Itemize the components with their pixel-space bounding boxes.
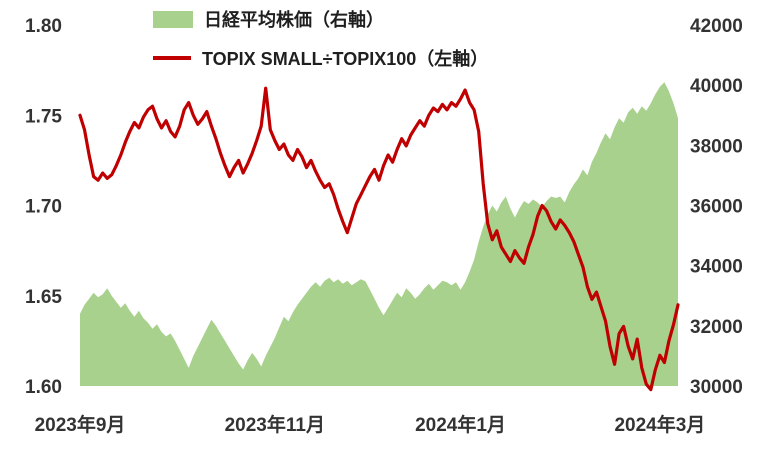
right-axis-tick: 34000	[690, 257, 743, 278]
right-axis-tick: 32000	[690, 317, 743, 338]
left-axis-tick: 1.75	[25, 106, 62, 127]
left-axis-tick: 1.65	[25, 287, 62, 308]
nikkei-area-swatch-icon	[153, 10, 193, 28]
right-axis-tick: 30000	[690, 377, 743, 398]
left-axis-tick: 1.70	[25, 197, 62, 218]
x-axis-tick: 2023年11月	[225, 413, 325, 436]
right-axis-tick: 42000	[690, 16, 743, 37]
legend-item-ratio: TOPIX SMALL÷TOPIX100（左軸）	[153, 46, 488, 70]
nikkei-area-series	[80, 82, 678, 386]
x-axis-tick: 2023年9月	[35, 413, 126, 436]
right-axis-tick: 38000	[690, 136, 743, 157]
x-axis-tick: 2024年3月	[614, 413, 705, 436]
right-axis-tick: 36000	[690, 197, 743, 218]
right-axis-tick: 40000	[690, 76, 743, 97]
ratio-line-swatch-icon	[153, 56, 191, 60]
chart-legend: 日経平均株価（右軸） TOPIX SMALL÷TOPIX100（左軸）	[153, 7, 488, 70]
ratio-line-series	[78, 86, 680, 392]
left-axis-tick: 1.80	[25, 16, 62, 37]
left-axis-tick: 1.60	[25, 377, 62, 398]
legend-label-nikkei: 日経平均株価（右軸）	[204, 10, 384, 30]
legend-label-ratio: TOPIX SMALL÷TOPIX100（左軸）	[202, 49, 489, 69]
x-axis-tick: 2024年1月	[415, 413, 506, 436]
legend-item-nikkei: 日経平均株価（右軸）	[153, 7, 488, 31]
